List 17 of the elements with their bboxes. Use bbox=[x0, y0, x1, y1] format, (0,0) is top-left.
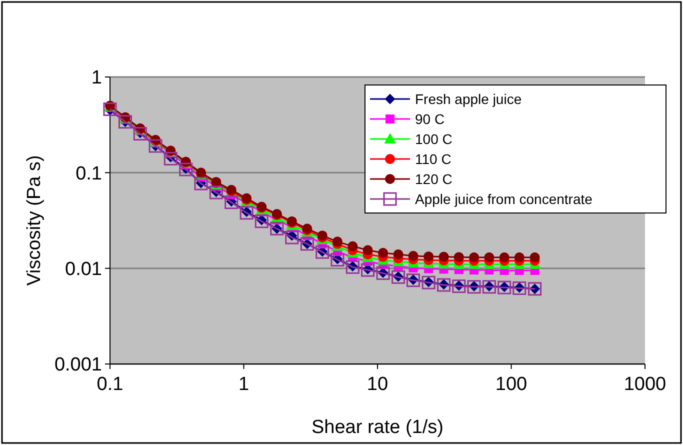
x-tick-label: 0.1 bbox=[96, 374, 124, 395]
y-tick-label: 1 bbox=[91, 68, 102, 89]
y-tick-label: 0.01 bbox=[65, 258, 102, 280]
x-tick-label: 100 bbox=[495, 374, 528, 395]
y-tick-label: 0.001 bbox=[54, 354, 102, 376]
legend-label: 100 C bbox=[415, 130, 452, 147]
legend-label: 110 C bbox=[415, 150, 452, 167]
legend-label: 90 C bbox=[415, 110, 445, 127]
x-tick-label: 10 bbox=[366, 374, 388, 395]
y-axis-title: Viscosity (Pa s) bbox=[24, 155, 45, 286]
legend-label: 120 C bbox=[415, 170, 452, 187]
x-tick-label: 1000 bbox=[624, 374, 666, 395]
legend-label: Fresh apple juice bbox=[415, 90, 522, 107]
legend-label: Apple juice from concentrate bbox=[415, 190, 593, 207]
x-axis-title: Shear rate (1/s) bbox=[312, 417, 444, 438]
y-tick-label: 0.1 bbox=[76, 163, 102, 184]
x-tick-label: 1 bbox=[238, 374, 250, 395]
